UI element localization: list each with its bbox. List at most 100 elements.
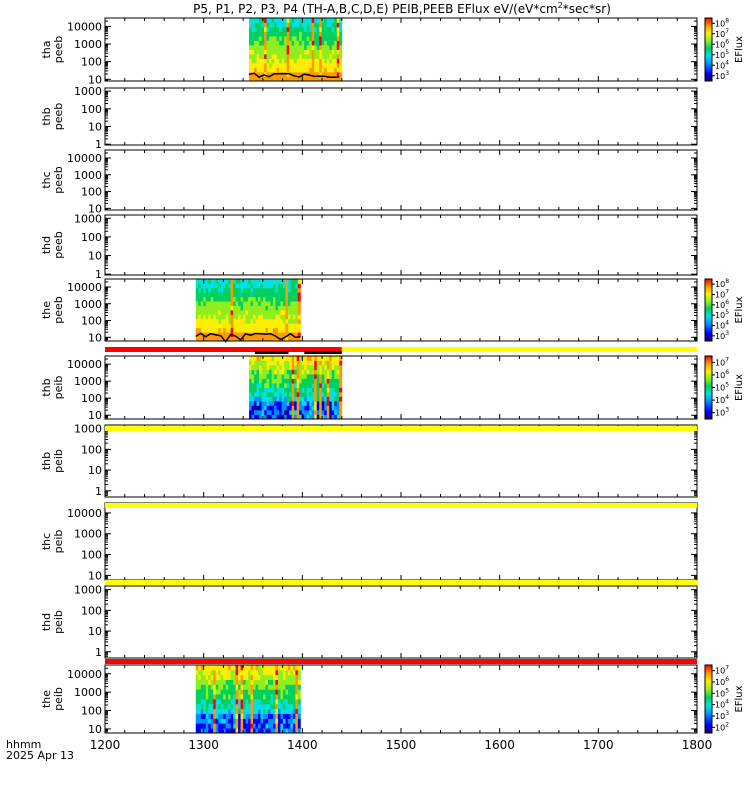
- spectrogram-cell: [215, 296, 219, 302]
- spectrogram-cell: [245, 287, 249, 293]
- spectrogram-cell: [281, 72, 285, 77]
- cb-base: 10: [715, 384, 725, 393]
- spectrogram-cell: [220, 694, 224, 700]
- spectrogram-cell: [294, 405, 298, 411]
- spectrogram-cell: [301, 378, 305, 384]
- spectrogram-cell: [255, 305, 259, 311]
- plot-title: P5, P1, P2, P3, P4 (TH-A,B,C,D,E) PEIB,P…: [193, 1, 611, 16]
- spectrogram-cell: [238, 283, 241, 289]
- spectrogram-cell: [254, 383, 257, 388]
- spectrogram-cell: [243, 310, 246, 315]
- spectrogram-cell: [319, 76, 323, 82]
- spectrogram-cell: [284, 396, 288, 402]
- spectrogram-cell: [339, 76, 343, 82]
- spectrogram-cell: [280, 694, 284, 700]
- spectrogram-cell: [230, 323, 234, 329]
- spectrogram-cell: [263, 713, 266, 719]
- spectrogram-cell: [213, 699, 217, 705]
- spectrogram-cell: [267, 718, 271, 724]
- spectrogram-cell: [279, 40, 283, 46]
- spectrogram-cell: [279, 374, 283, 379]
- cb-base: 10: [715, 51, 725, 60]
- spectrogram-cell: [294, 374, 298, 379]
- spectrogram-cell: [215, 669, 219, 676]
- x-tick-label: 1600: [484, 738, 515, 752]
- spectrogram-cell: [321, 36, 325, 41]
- spectrogram-cell: [254, 40, 257, 46]
- spectrogram-cell: [253, 665, 256, 671]
- spectrogram-cell: [265, 292, 269, 298]
- spectrogram-cell: [238, 679, 241, 685]
- spectrogram-cell: [255, 283, 259, 289]
- spectrogram-cell: [316, 63, 320, 68]
- spectrogram-cell: [260, 699, 264, 705]
- spectrogram-cell: [287, 703, 291, 710]
- spectrogram-cell: [200, 699, 204, 705]
- spectrogram-cell: [326, 54, 330, 59]
- spectrogram-cell: [267, 292, 271, 298]
- spectrogram-cell: [228, 310, 232, 315]
- spectrogram-cell: [272, 318, 276, 324]
- spectrogram-cell: [250, 310, 254, 315]
- spectrogram-cell: [285, 292, 289, 298]
- spectrogram-cell: [245, 708, 249, 714]
- status-bar: [105, 503, 697, 508]
- spectrogram-cell: [220, 305, 224, 311]
- spectrogram-cell: [261, 410, 265, 415]
- y-axis-label: thapeeb: [40, 36, 65, 64]
- spectrogram-cell: [218, 728, 222, 734]
- y-label-probe: the: [40, 690, 53, 708]
- spectrogram-cell: [248, 310, 251, 315]
- spectrogram-cell: [208, 323, 212, 329]
- spectrogram-cell: [277, 708, 281, 714]
- spectrogram-cell: [321, 401, 325, 406]
- spectrogram-cell: [263, 318, 266, 324]
- spectrogram-cell: [223, 314, 227, 320]
- spectrogram-cell: [248, 684, 251, 690]
- spectrogram-cell: [287, 279, 291, 284]
- spectrogram-cell: [294, 414, 298, 420]
- spectrogram-cell: [287, 713, 291, 719]
- spectrogram-cell: [331, 392, 335, 397]
- spectrogram-cell: [260, 301, 264, 306]
- spectrogram-cell: [297, 684, 301, 690]
- spectrogram-cell: [321, 22, 325, 28]
- spectrogram-cell: [210, 713, 214, 719]
- spectrogram-cell: [223, 679, 227, 685]
- spectrogram-cell: [289, 58, 293, 64]
- spectrogram-cell: [294, 18, 298, 23]
- spectrogram-cell: [295, 728, 299, 734]
- status-segment-yellow: [105, 503, 697, 508]
- spectrogram-cell: [269, 401, 273, 406]
- spectrogram-cell: [304, 58, 308, 64]
- spectrogram-cell: [238, 287, 241, 293]
- spectrogram-cell: [299, 392, 303, 397]
- spectrogram-cell: [195, 718, 199, 724]
- spectrogram-cell: [280, 674, 284, 680]
- spectrogram-cell: [297, 283, 301, 289]
- spectrogram-cell: [225, 708, 229, 714]
- spectrogram-cell: [296, 356, 300, 361]
- spectrogram-cell: [256, 76, 260, 82]
- spectrogram-cell: [287, 699, 291, 705]
- spectrogram-cell: [215, 287, 219, 293]
- spectrogram-cell: [316, 401, 320, 406]
- spectrogram-cell: [329, 63, 333, 68]
- spectrogram-cell: [304, 18, 308, 23]
- spectrogram-cell: [336, 369, 340, 375]
- spectrogram-cell: [309, 383, 313, 388]
- spectrogram-cell: [291, 383, 295, 388]
- spectrogram-cell: [251, 410, 255, 415]
- spectrogram-cell: [329, 378, 333, 384]
- spectrogram-cell: [277, 718, 281, 724]
- spectrogram-cell: [240, 310, 244, 315]
- spectrogram-cell: [265, 689, 269, 695]
- spectrogram-cell: [339, 36, 343, 41]
- spectrogram-cell: [289, 374, 293, 379]
- spectrogram-cell: [279, 18, 283, 23]
- spectrogram-cell: [233, 723, 237, 729]
- spectrogram-cell: [324, 22, 328, 28]
- cb-base: 10: [715, 19, 725, 28]
- spectrogram-cell: [259, 58, 262, 64]
